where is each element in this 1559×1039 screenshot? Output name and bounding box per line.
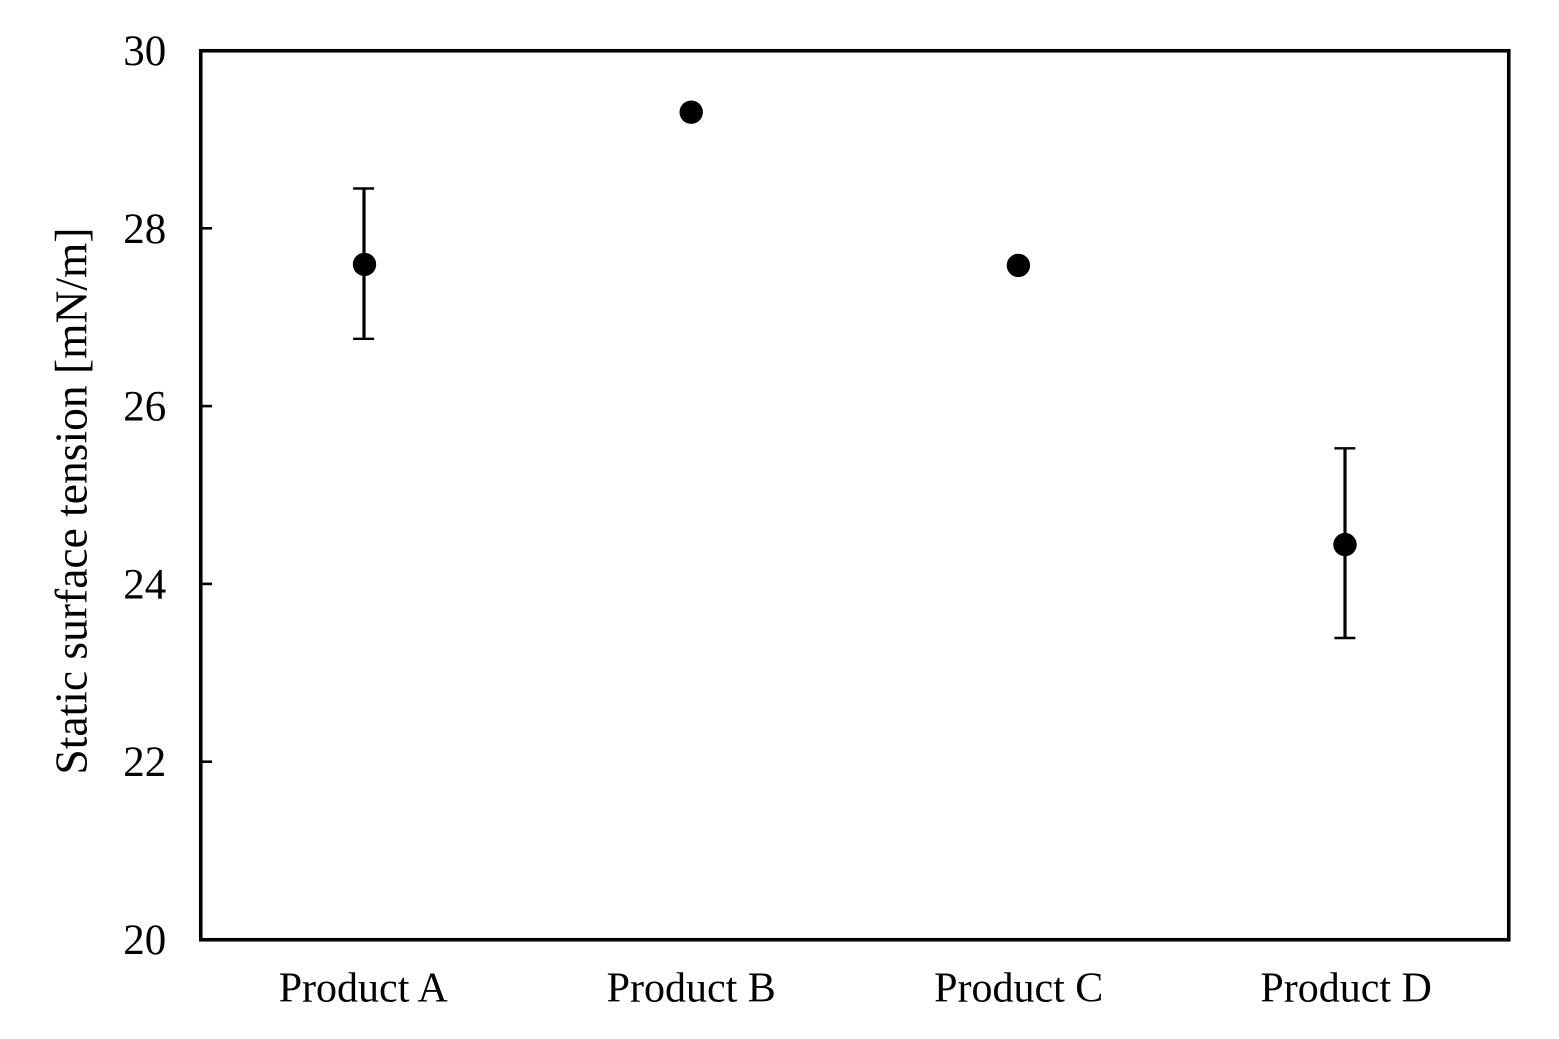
svg-text:Product B: Product B bbox=[607, 965, 776, 1011]
svg-text:24: 24 bbox=[123, 561, 166, 608]
svg-text:22: 22 bbox=[123, 739, 166, 786]
svg-text:Product C: Product C bbox=[934, 965, 1103, 1011]
svg-text:Static surface tension [mN/m]: Static surface tension [mN/m] bbox=[46, 227, 97, 774]
svg-text:Product D: Product D bbox=[1260, 965, 1432, 1011]
svg-text:20: 20 bbox=[123, 917, 166, 964]
svg-text:Product A: Product A bbox=[279, 965, 449, 1011]
svg-text:30: 30 bbox=[123, 28, 166, 75]
svg-text:26: 26 bbox=[123, 384, 166, 431]
svg-text:28: 28 bbox=[123, 206, 166, 253]
